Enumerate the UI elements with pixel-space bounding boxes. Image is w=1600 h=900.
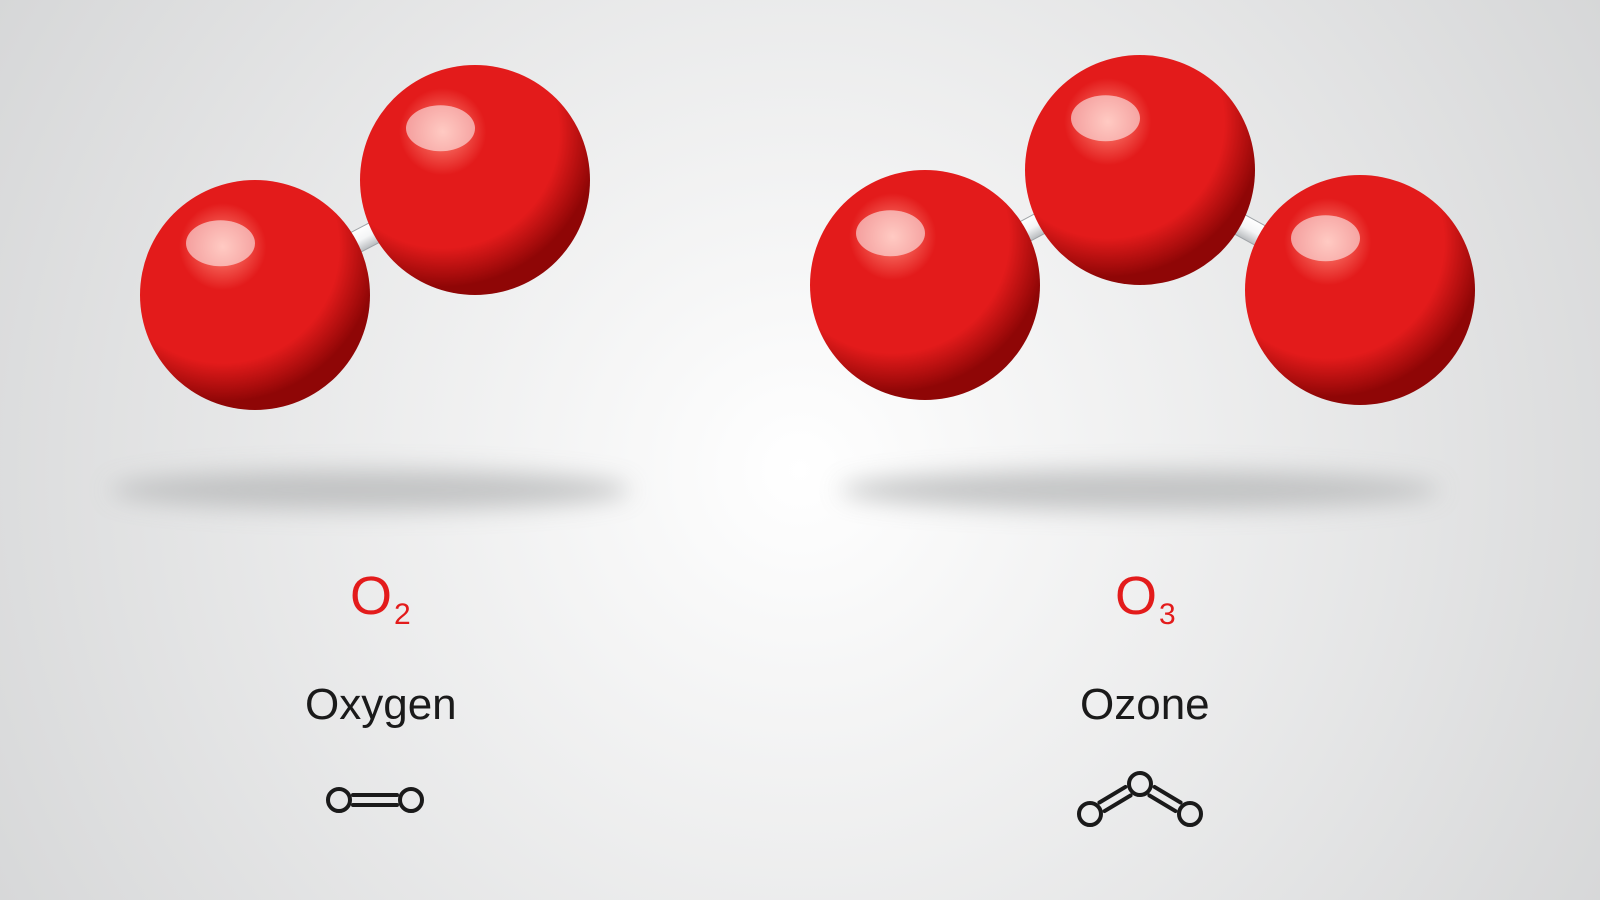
oxygen-formula-subscript: 2 — [394, 598, 411, 631]
atom-highlight — [1291, 215, 1360, 261]
ozone-formula-subscript: 3 — [1159, 598, 1176, 631]
oxygen-atom — [360, 65, 590, 295]
ozone-atom — [810, 170, 1040, 400]
diagram-stage: O2 Oxygen O3 Ozone — [0, 0, 1600, 900]
atom-highlight — [186, 220, 255, 266]
ozone-formula-symbol: O — [1115, 566, 1157, 626]
ozone-shadow — [840, 470, 1440, 510]
oxygen-formula: O2 — [350, 565, 409, 627]
oxygen-formula-symbol: O — [350, 566, 392, 626]
ozone-atom — [1025, 55, 1255, 285]
diagram-svg — [0, 0, 1600, 900]
atom-highlight — [406, 105, 475, 151]
oxygen-name: Oxygen — [305, 680, 457, 730]
oxygen-atom — [140, 180, 370, 410]
background — [0, 0, 1600, 900]
atom-highlight — [856, 210, 925, 256]
ozone-formula: O3 — [1115, 565, 1174, 627]
ozone-atom — [1245, 175, 1475, 405]
atom-highlight — [1071, 95, 1140, 141]
oxygen-shadow — [110, 470, 630, 510]
ozone-name: Ozone — [1080, 680, 1210, 730]
